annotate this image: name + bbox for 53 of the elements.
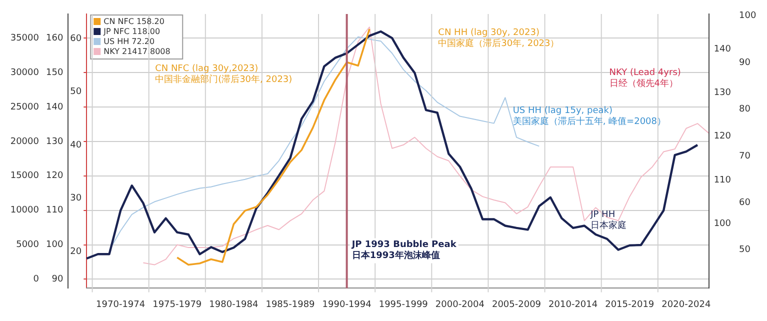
y-tick-label: 5000 (16, 240, 40, 250)
y2-tick-label: 100 (714, 218, 732, 229)
y-tick-label: 30000 (10, 68, 40, 78)
legend-label: CN NFC 158.20 (104, 17, 164, 26)
y-tick-label: 60 (70, 34, 82, 44)
x-tick-label: 1970-1974 (96, 300, 146, 310)
ref-line-label: JP 1993 Bubble Peak 日本1993年泡沫峰值 (350, 240, 458, 262)
y3-tick-label: 120 (46, 171, 64, 182)
y2-tick-label: 140 (714, 44, 732, 54)
y3-tick-label: 90 (52, 274, 64, 285)
y3-tick-label: 150 (46, 68, 64, 78)
y2-tick-label: 60 (739, 198, 751, 208)
legend-label: US HH 72.20 (104, 37, 155, 46)
annotation: CN NFC (lag 30y,2023) 中国非金融部门(滞后30年, 2023) (155, 64, 292, 85)
y-tick-label: 40 (70, 140, 82, 150)
x-tick-label: 1995-1999 (378, 300, 428, 310)
y2-tick-label: 110 (714, 175, 732, 186)
y3-tick-label: 130 (46, 136, 64, 147)
x-tick-label: 1980-1984 (209, 300, 258, 310)
x-tick-label: 1975-1979 (152, 300, 202, 310)
x-tick-label: 2020-2024 (662, 300, 711, 310)
x-tick-label: 2010-2014 (548, 300, 598, 310)
annotation: US HH (lag 15y, peak) 美国家庭（滞后十五年, 峰值=2008） (512, 106, 666, 127)
y2-tick-label: 50 (739, 244, 751, 255)
y3-tick-label: 110 (46, 206, 64, 216)
x-tick-label: 2005-2009 (492, 300, 542, 310)
x-tick-label: 2000-2004 (435, 300, 485, 310)
x-tick-label: 2015-2019 (605, 300, 654, 310)
y-tick-label: 30 (70, 194, 82, 204)
legend-label: NKY 21417.8008 (104, 47, 170, 56)
y2-tick-label: 100 (739, 11, 756, 22)
annotation: JP HH 日本家庭 (590, 210, 627, 231)
y2-tick-label: 70 (739, 151, 751, 162)
y-tick-label: 35000 (10, 33, 40, 44)
y-tick-label: 50 (70, 87, 82, 98)
y2-tick-label: 80 (739, 104, 751, 115)
y-tick-label: 15000 (10, 171, 40, 182)
y2-tick-label: 130 (714, 88, 732, 98)
y3-tick-label: 140 (46, 102, 64, 112)
y3-tick-label: 100 (46, 240, 64, 250)
y-tick-label: 10000 (10, 206, 40, 216)
y2-tick-label: 90 (739, 58, 751, 68)
legend-label: JP NFC 118.00 (102, 27, 160, 36)
y-tick-label: 20000 (10, 136, 40, 147)
y-tick-label: 20 (70, 246, 82, 257)
x-tick-label: 1990-1994 (322, 300, 372, 310)
annotation: CN HH (lag 30y, 2023) 中国家庭（滞后30年, 2023） (438, 28, 560, 49)
y2-tick-label: 120 (714, 132, 732, 142)
y-tick-label: 0 (33, 274, 40, 285)
x-tick-label: 1985-1989 (266, 300, 316, 310)
y-tick-label: 25000 (10, 102, 40, 112)
annotation: NKY (Lead 4yrs) 日经（领先4年） (609, 68, 681, 89)
y3-tick-label: 160 (46, 33, 64, 44)
